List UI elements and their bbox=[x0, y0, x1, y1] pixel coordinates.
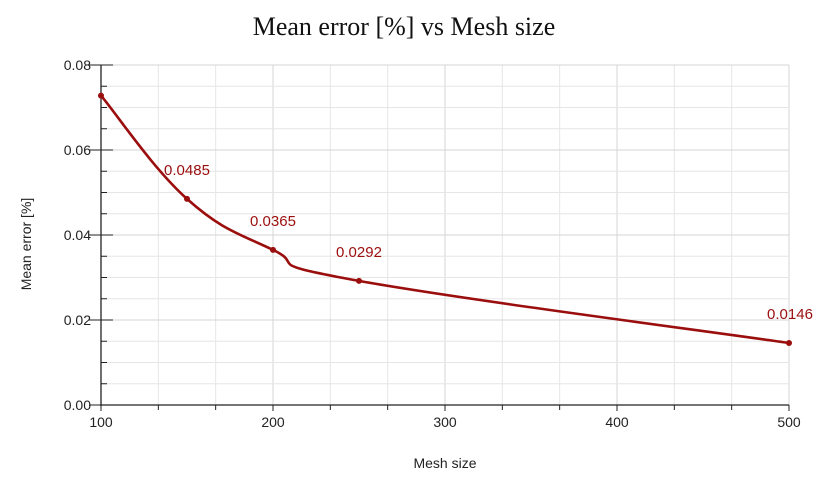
series-line bbox=[100, 94, 790, 345]
axes bbox=[89, 64, 790, 411]
data-label: 0.0365 bbox=[250, 213, 296, 230]
y-tick-label: 0.00 bbox=[64, 397, 91, 413]
grid bbox=[101, 64, 790, 405]
x-tick-label: 200 bbox=[261, 414, 285, 430]
data-label: 0.0292 bbox=[336, 244, 382, 261]
x-tick-label: 100 bbox=[89, 414, 113, 430]
x-tick-label: 500 bbox=[777, 414, 801, 430]
data-point bbox=[98, 92, 104, 99]
data-point bbox=[786, 339, 792, 346]
tick-labels: 0.00 0.02 0.04 0.06 0.08 100 200 300 400 500 bbox=[64, 57, 801, 430]
y-tick-label: 0.02 bbox=[64, 312, 91, 328]
x-axis-label: Mesh size bbox=[413, 455, 476, 471]
y-tick-label: 0.08 bbox=[64, 57, 91, 73]
data-label: 0.0146 bbox=[767, 306, 813, 323]
y-tick-label: 0.04 bbox=[64, 227, 91, 243]
y-axis-label: Mean error [%] bbox=[18, 198, 34, 291]
data-label: 0.0485 bbox=[164, 162, 210, 179]
data-point bbox=[184, 195, 190, 202]
data-point bbox=[356, 277, 362, 284]
data-point bbox=[270, 246, 276, 253]
x-tick-label: 300 bbox=[433, 414, 457, 430]
x-tick-label: 400 bbox=[605, 414, 629, 430]
plot-area: 0.0485 0.0365 0.0292 0.0146 bbox=[98, 92, 813, 346]
chart-title: Mean error [%] vs Mesh size bbox=[253, 12, 556, 41]
y-tick-label: 0.06 bbox=[64, 142, 91, 158]
